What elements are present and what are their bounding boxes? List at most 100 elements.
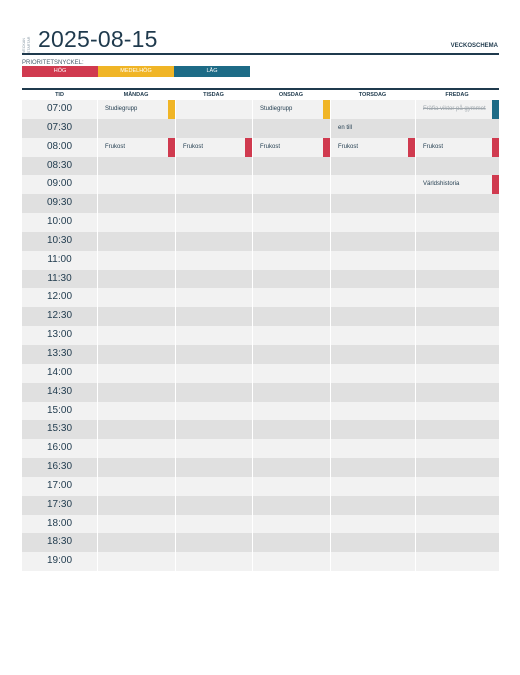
slot-friday[interactable]: Frukost: [415, 137, 499, 157]
slot-tuesday[interactable]: [175, 269, 252, 289]
slot-monday[interactable]: [97, 382, 175, 402]
slot-monday[interactable]: [97, 269, 175, 289]
slot-tuesday[interactable]: [175, 401, 252, 421]
slot-tuesday[interactable]: [175, 382, 252, 402]
week-start-date[interactable]: 2025-08-15: [38, 26, 158, 52]
slot-wednesday[interactable]: [252, 250, 330, 270]
slot-tuesday[interactable]: [175, 250, 252, 270]
slot-wednesday[interactable]: [252, 175, 330, 195]
slot-friday[interactable]: [415, 439, 499, 459]
slot-thursday[interactable]: [330, 401, 415, 421]
slot-friday[interactable]: [415, 269, 499, 289]
slot-wednesday[interactable]: [252, 118, 330, 138]
slot-friday[interactable]: [415, 288, 499, 308]
slot-monday[interactable]: Studiegrupp: [97, 100, 175, 119]
slot-friday[interactable]: [415, 552, 499, 572]
event-text[interactable]: Frukost: [423, 143, 444, 150]
slot-monday[interactable]: [97, 118, 175, 138]
event-text[interactable]: Fräfia viktor på gymmet: [423, 106, 486, 112]
slot-wednesday[interactable]: [252, 288, 330, 308]
slot-wednesday[interactable]: [252, 363, 330, 383]
slot-friday[interactable]: [415, 458, 499, 477]
slot-monday[interactable]: [97, 420, 175, 440]
slot-tuesday[interactable]: [175, 307, 252, 327]
slot-thursday[interactable]: [330, 514, 415, 534]
slot-tuesday[interactable]: [175, 213, 252, 232]
slot-thursday[interactable]: [330, 213, 415, 232]
slot-thursday[interactable]: [330, 100, 415, 119]
slot-wednesday[interactable]: [252, 156, 330, 176]
slot-friday[interactable]: [415, 118, 499, 138]
slot-friday[interactable]: [415, 344, 499, 364]
slot-monday[interactable]: [97, 156, 175, 176]
slot-friday[interactable]: [415, 533, 499, 553]
slot-thursday[interactable]: [330, 156, 415, 176]
slot-thursday[interactable]: [330, 552, 415, 572]
slot-monday[interactable]: [97, 250, 175, 270]
slot-tuesday[interactable]: [175, 439, 252, 459]
slot-monday[interactable]: [97, 363, 175, 383]
slot-thursday[interactable]: [330, 326, 415, 345]
slot-friday[interactable]: [415, 250, 499, 270]
slot-monday[interactable]: [97, 458, 175, 477]
slot-friday[interactable]: [415, 514, 499, 534]
slot-tuesday[interactable]: [175, 363, 252, 383]
slot-wednesday[interactable]: [252, 439, 330, 459]
slot-thursday[interactable]: [330, 288, 415, 308]
slot-monday[interactable]: [97, 288, 175, 308]
slot-tuesday[interactable]: [175, 476, 252, 496]
slot-monday[interactable]: [97, 514, 175, 534]
slot-friday[interactable]: [415, 382, 499, 402]
event-text[interactable]: en till: [338, 124, 353, 131]
slot-wednesday[interactable]: Studiegrupp: [252, 100, 330, 119]
slot-tuesday[interactable]: [175, 420, 252, 440]
slot-friday[interactable]: [415, 420, 499, 440]
slot-wednesday[interactable]: [252, 231, 330, 251]
slot-tuesday[interactable]: [175, 458, 252, 477]
slot-monday[interactable]: [97, 495, 175, 515]
slot-thursday[interactable]: [330, 363, 415, 383]
slot-monday[interactable]: [97, 194, 175, 214]
slot-monday[interactable]: [97, 344, 175, 364]
slot-wednesday[interactable]: [252, 476, 330, 496]
slot-tuesday[interactable]: [175, 156, 252, 176]
slot-tuesday[interactable]: [175, 118, 252, 138]
slot-wednesday[interactable]: [252, 514, 330, 534]
slot-wednesday[interactable]: [252, 533, 330, 553]
slot-thursday[interactable]: [330, 344, 415, 364]
slot-tuesday[interactable]: [175, 533, 252, 553]
slot-monday[interactable]: [97, 552, 175, 572]
event-text[interactable]: Frukost: [105, 143, 126, 150]
slot-friday[interactable]: [415, 231, 499, 251]
slot-wednesday[interactable]: [252, 401, 330, 421]
slot-tuesday[interactable]: [175, 552, 252, 572]
slot-friday[interactable]: Världshistoria: [415, 175, 499, 195]
slot-tuesday[interactable]: [175, 326, 252, 345]
slot-monday[interactable]: [97, 175, 175, 195]
slot-thursday[interactable]: [330, 439, 415, 459]
slot-wednesday[interactable]: [252, 458, 330, 477]
slot-wednesday[interactable]: Frukost: [252, 137, 330, 157]
slot-monday[interactable]: Frukost: [97, 137, 175, 157]
slot-friday[interactable]: [415, 326, 499, 345]
slot-monday[interactable]: [97, 231, 175, 251]
slot-thursday[interactable]: [330, 495, 415, 515]
slot-tuesday[interactable]: [175, 100, 252, 119]
slot-friday[interactable]: [415, 401, 499, 421]
slot-thursday[interactable]: Frukost: [330, 137, 415, 157]
slot-monday[interactable]: [97, 439, 175, 459]
slot-monday[interactable]: [97, 533, 175, 553]
slot-wednesday[interactable]: [252, 420, 330, 440]
event-text[interactable]: Frukost: [338, 143, 359, 150]
slot-tuesday[interactable]: [175, 194, 252, 214]
slot-wednesday[interactable]: [252, 269, 330, 289]
slot-monday[interactable]: [97, 326, 175, 345]
slot-thursday[interactable]: [330, 307, 415, 327]
slot-wednesday[interactable]: [252, 307, 330, 327]
slot-monday[interactable]: [97, 401, 175, 421]
slot-wednesday[interactable]: [252, 495, 330, 515]
slot-thursday[interactable]: [330, 476, 415, 496]
event-text[interactable]: Världshistoria: [423, 181, 460, 188]
slot-friday[interactable]: [415, 495, 499, 515]
slot-tuesday[interactable]: [175, 495, 252, 515]
